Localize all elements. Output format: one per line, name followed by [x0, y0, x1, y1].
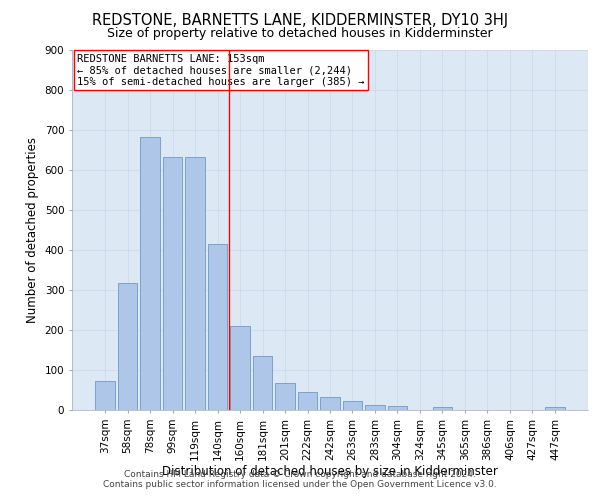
Bar	[320, 397, 340, 410]
Bar	[208, 244, 227, 410]
Bar	[433, 407, 452, 410]
Bar	[163, 157, 182, 410]
Bar	[545, 407, 565, 410]
Bar	[365, 405, 385, 410]
Text: REDSTONE, BARNETTS LANE, KIDDERMINSTER, DY10 3HJ: REDSTONE, BARNETTS LANE, KIDDERMINSTER, …	[92, 12, 508, 28]
X-axis label: Distribution of detached houses by size in Kidderminster: Distribution of detached houses by size …	[162, 466, 498, 478]
Text: Contains HM Land Registry data © Crown copyright and database right 2024.
Contai: Contains HM Land Registry data © Crown c…	[103, 470, 497, 489]
Bar	[388, 406, 407, 410]
Text: REDSTONE BARNETTS LANE: 153sqm
← 85% of detached houses are smaller (2,244)
15% : REDSTONE BARNETTS LANE: 153sqm ← 85% of …	[77, 54, 365, 87]
Bar	[185, 157, 205, 410]
Bar	[298, 392, 317, 410]
Bar	[275, 383, 295, 410]
Bar	[230, 326, 250, 410]
Bar	[95, 381, 115, 410]
Text: Size of property relative to detached houses in Kidderminster: Size of property relative to detached ho…	[107, 28, 493, 40]
Bar	[343, 401, 362, 410]
Bar	[253, 356, 272, 410]
Y-axis label: Number of detached properties: Number of detached properties	[26, 137, 39, 323]
Bar	[118, 283, 137, 410]
Bar	[140, 137, 160, 410]
